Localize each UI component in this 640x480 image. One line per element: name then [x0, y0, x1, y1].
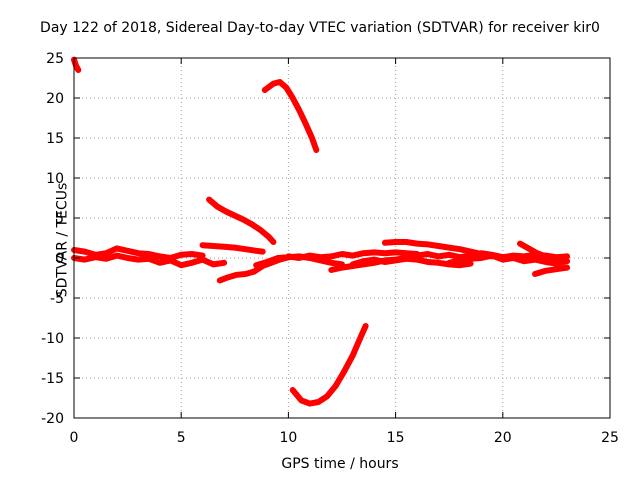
x-tick-label: 20 [494, 430, 512, 446]
series-arc-16 [532, 264, 571, 277]
series-arc-9 [285, 249, 420, 261]
series-arc-14 [446, 252, 571, 267]
series-arc-3 [206, 196, 277, 245]
y-axis-label: SDTVAR / TECUs [54, 182, 71, 298]
series-arc-17 [289, 323, 369, 407]
x-tick-label: 5 [177, 430, 186, 446]
x-tick-label: 15 [387, 430, 405, 446]
plot-area [74, 58, 610, 418]
y-tick-label: 5 [55, 211, 64, 227]
series-arc-5 [71, 252, 228, 269]
data-series [71, 56, 571, 407]
x-tick-label: 10 [279, 430, 297, 446]
y-tick-label: -10 [41, 331, 64, 347]
x-axis-label: GPS time / hours [281, 456, 399, 472]
series-arc-1 [71, 56, 82, 73]
y-tick-label: 0 [55, 251, 64, 267]
y-tick-label: 10 [46, 171, 64, 187]
y-tick-label: -20 [41, 411, 64, 427]
y-tick-label: 20 [46, 91, 64, 107]
x-tick-label: 25 [601, 430, 619, 446]
plot-frame [73, 57, 611, 419]
axis-ticks: 0 5 10 15 20 25 -20 -15 -10 -5 0 5 10 15 20 25 [41, 51, 619, 446]
series-arc-2 [261, 79, 320, 153]
series-arc-15 [517, 240, 566, 263]
x-tick-label: 0 [70, 430, 79, 446]
series-arc-6 [199, 242, 266, 255]
y-tick-label: 25 [46, 51, 64, 67]
y-tick-label: -5 [50, 291, 64, 307]
chart-title: Day 122 of 2018, Sidereal Day-to-day VTE… [40, 20, 600, 36]
y-tick-label: 15 [46, 131, 64, 147]
y-tick-label: -15 [41, 371, 64, 387]
